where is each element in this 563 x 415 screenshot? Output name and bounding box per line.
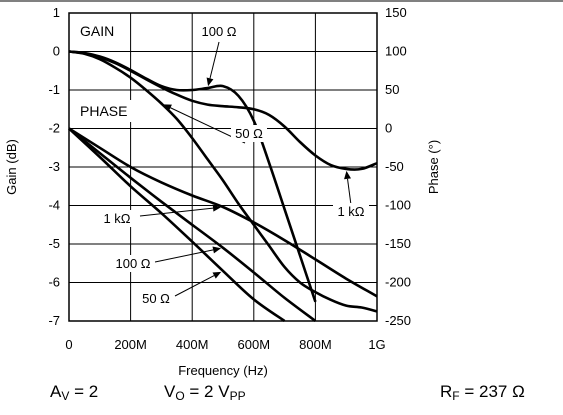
y2-tick-label: 50 <box>385 82 399 97</box>
annotation-arrow-line <box>174 275 215 297</box>
series-line-phase-4 <box>68 127 317 323</box>
y-tick-label: -6 <box>48 275 60 290</box>
annotation-1: 50 Ω <box>163 104 267 144</box>
closed-loop-gain-condition: AV = 2 <box>50 382 99 403</box>
y2-tick-label: 150 <box>385 5 407 20</box>
y-tick-label: 0 <box>53 44 60 59</box>
x-tick-label: 800M <box>299 337 332 352</box>
feedback-resistor-condition: RF = 237 Ω <box>440 382 525 403</box>
tick-labels: 1 0 -1 -2 -3 -4 -5 -6 -7 150 100 50 0 -50 -100 -150 -200… <box>48 5 411 352</box>
annotation-arrowhead <box>212 271 222 279</box>
annotation-2: 1 kΩ <box>333 170 369 220</box>
annotation-arrowhead <box>344 170 351 180</box>
y2-axis-label: Phase (°) <box>426 140 441 194</box>
y2-tick-label: -150 <box>385 236 411 251</box>
annotations: 100 Ω 50 Ω 1 kΩ 1 kΩ 100 Ω 50 Ω <box>99 23 369 307</box>
annotation-0: 100 Ω <box>197 23 241 87</box>
series-line-phase-5 <box>68 127 286 323</box>
annotation-label-bg <box>197 23 241 40</box>
x-tick-label: 1G <box>368 337 385 352</box>
annotation-label: 100 Ω <box>201 24 236 39</box>
y-tick-label: 1 <box>53 5 60 20</box>
curves <box>68 50 378 323</box>
svg-text:GAIN: GAIN <box>80 23 114 39</box>
y2-tick-label: -50 <box>385 159 404 174</box>
x-tick-label: 600M <box>238 337 271 352</box>
annotation-arrow-line <box>209 41 220 79</box>
annotation-label: 50 Ω <box>142 291 170 306</box>
annotation-label-bg <box>111 255 155 272</box>
y-tick-label: -1 <box>48 82 60 97</box>
y-tick-label: -2 <box>48 121 60 136</box>
annotation-arrow-line <box>154 249 214 263</box>
svg-text:PHASE: PHASE <box>80 103 127 119</box>
annotation-arrowhead <box>212 204 222 212</box>
annotation-label-bg <box>138 290 174 307</box>
annotation-5: 50 Ω <box>138 271 222 307</box>
annotation-arrowhead <box>163 104 172 111</box>
series-line-gain-2 <box>68 50 378 171</box>
annotation-label: 50 Ω <box>235 126 263 141</box>
annotation-arrowhead <box>212 246 222 254</box>
annotation-arrow-line <box>139 207 214 217</box>
x-tick-label: 200M <box>114 337 147 352</box>
annotation-label: 100 Ω <box>115 256 150 271</box>
annotation-label: 1 kΩ <box>103 211 130 226</box>
y2-tick-label: 100 <box>385 44 407 59</box>
x-tick-label: 0 <box>65 337 72 352</box>
y-tick-label: -4 <box>48 198 60 213</box>
annotation-label-bg <box>333 203 369 220</box>
y-tick-label: -5 <box>48 236 60 251</box>
annotation-3: 1 kΩ <box>99 204 222 227</box>
annotation-arrow-line <box>347 178 352 206</box>
series-line-gain-1 <box>68 50 378 313</box>
phase-group-label: PHASE <box>75 100 133 122</box>
output-voltage-condition: VO = 2 VPP <box>164 382 246 403</box>
y-tick-label: -7 <box>48 313 60 328</box>
annotation-arrowhead <box>206 77 214 87</box>
y2-tick-label: -100 <box>385 198 411 213</box>
annotation-label: 1 kΩ <box>337 204 364 219</box>
series-line-phase-3 <box>68 127 378 298</box>
plot-frame <box>68 12 378 322</box>
y2-tick-label: -200 <box>385 275 411 290</box>
annotation-4: 100 Ω <box>111 246 222 272</box>
annotation-label-bg <box>99 210 135 227</box>
y2-tick-label: -250 <box>385 313 411 328</box>
frequency-response-chart: 1 0 -1 -2 -3 -4 -5 -6 -7 150 100 50 0 -50 -100 -150 -200… <box>0 0 563 378</box>
x-axis-label: Frequency (Hz) <box>178 363 268 378</box>
gain-group-label: GAIN <box>75 20 123 42</box>
y-tick-label: -3 <box>48 159 60 174</box>
grid <box>68 12 378 322</box>
y-axis-label: Gain (dB) <box>4 139 19 195</box>
x-tick-label: 400M <box>176 337 209 352</box>
y2-tick-label: 0 <box>385 121 392 136</box>
annotation-label-bg <box>231 125 267 142</box>
